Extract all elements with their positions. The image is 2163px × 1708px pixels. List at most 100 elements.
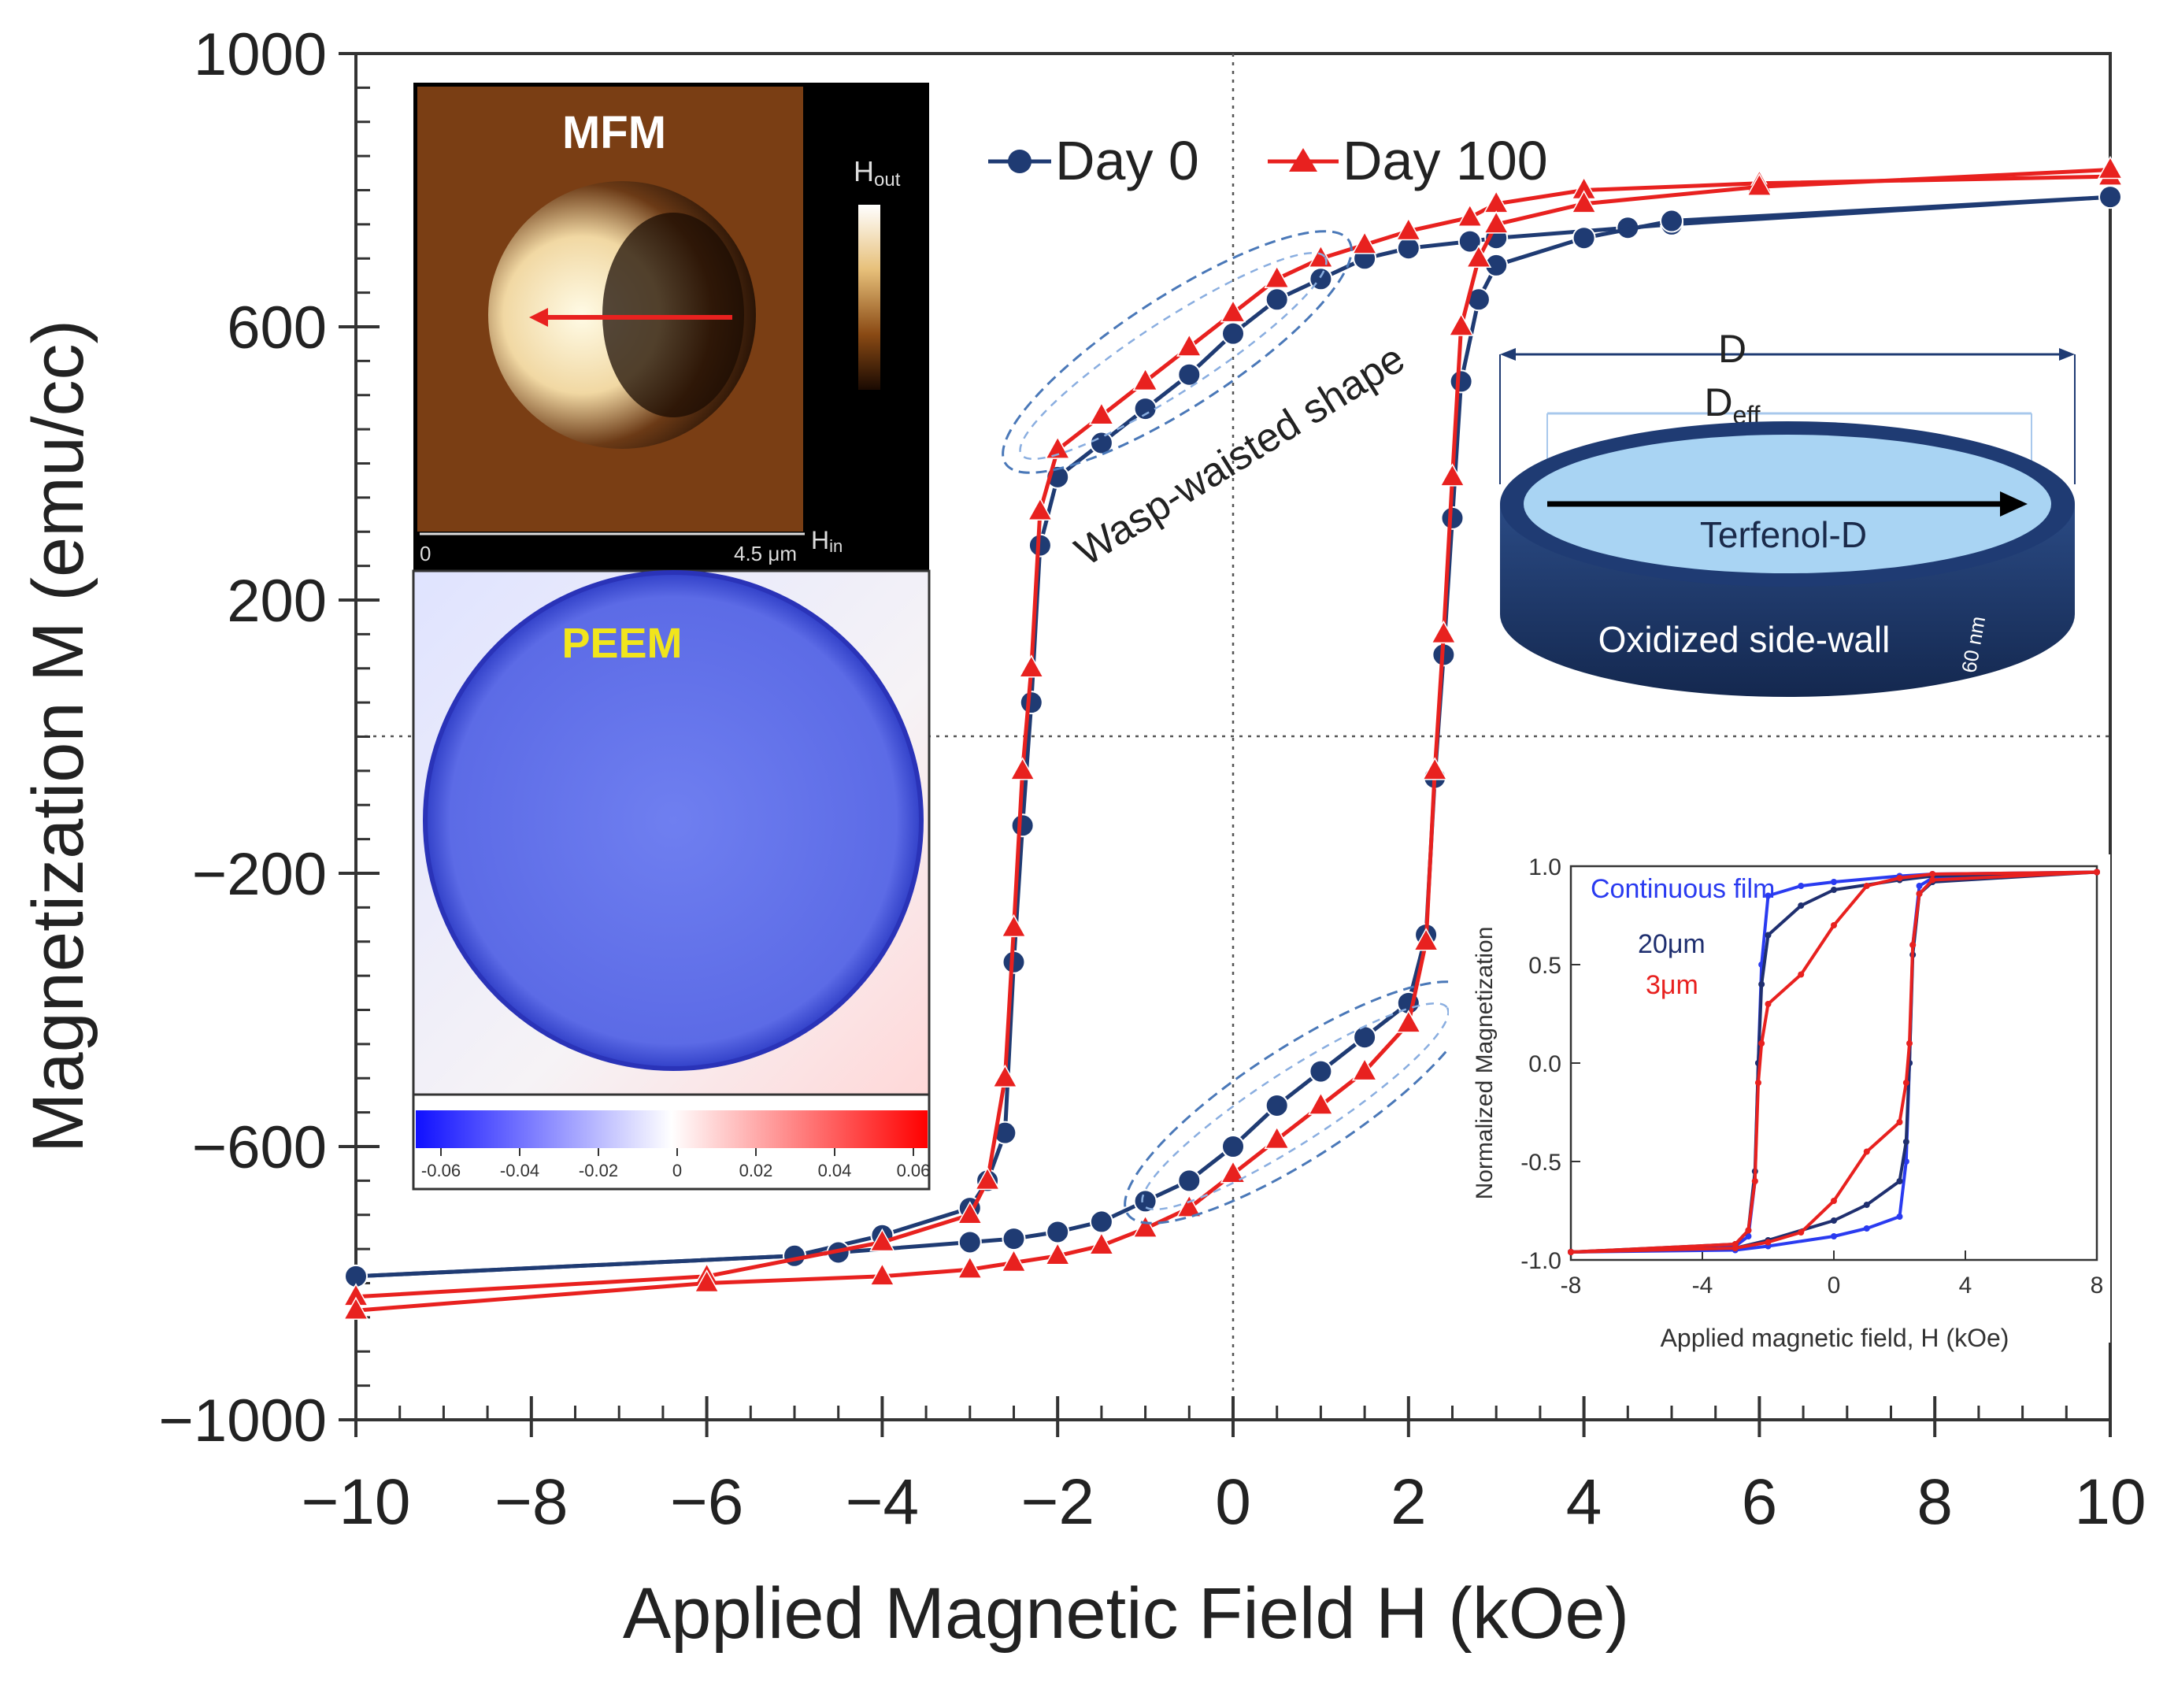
day-0-point	[1221, 1135, 1245, 1158]
legend-day100-marker	[1289, 148, 1317, 172]
peem-tick-label: 0.06	[897, 1161, 931, 1180]
inset-series-2-point	[1929, 876, 1936, 884]
peem-tick-label: -0.06	[421, 1161, 461, 1180]
inset-x-tick-label: -4	[1692, 1273, 1713, 1299]
day-0-point	[1396, 236, 1420, 261]
x-tick-label: −6	[670, 1466, 744, 1538]
day-100-point	[1395, 217, 1422, 241]
inset-series-2-point	[1906, 1040, 1913, 1047]
inset-series-2-point	[1758, 1040, 1765, 1047]
disk-arrow-head	[2000, 491, 2028, 517]
legend-day100-label: Day 100	[1343, 130, 1548, 191]
disk-deff-main: D	[1704, 380, 1732, 424]
day-100-point	[1009, 757, 1035, 780]
peem-tick-label: 0	[672, 1161, 682, 1180]
day-0-point	[2098, 185, 2122, 209]
inset-series-2-point	[1929, 871, 1936, 877]
inset-series-1-point	[1798, 902, 1805, 909]
day-100-point	[869, 1228, 895, 1252]
inset-series-2-point	[1831, 922, 1837, 928]
day-100-point	[2097, 155, 2124, 180]
x-tick-label: −2	[1020, 1466, 1094, 1538]
inset-series-2-point	[1916, 891, 1923, 897]
inset-x-tick-label: -8	[1561, 1273, 1582, 1299]
day-100-point	[992, 1064, 1018, 1087]
day-100-point	[1431, 620, 1457, 644]
inset-series-0-point	[1863, 1225, 1870, 1232]
mfm-scale-end: 4.5 μm	[734, 542, 797, 565]
day-100-point	[1421, 757, 1448, 780]
day-0-point	[1133, 397, 1157, 421]
inset-series-2-point	[1732, 1245, 1739, 1251]
day-0-point	[1010, 813, 1035, 838]
x-tick-label: 4	[1566, 1466, 1602, 1538]
inset-series-0-point	[1916, 883, 1923, 889]
y-tick-label: 200	[227, 568, 327, 635]
normalized-inset-ticks: -8 -4 0 4 8 1.0 0.5 0.0 -0.5 -1.0	[1520, 854, 2103, 1299]
inset-series-2-point	[1909, 942, 1917, 948]
day-100-point	[869, 1262, 895, 1286]
mfm-colorbar	[858, 205, 880, 390]
disk-material-label: Terfenol-D	[1700, 514, 1867, 555]
x-tick-label: 10	[2074, 1466, 2146, 1538]
peem-disk	[423, 570, 924, 1071]
disk-d-arrow-left	[1500, 348, 1516, 361]
legend-day0-marker	[1008, 150, 1031, 173]
inset-series-0-point	[1765, 892, 1772, 899]
day-100-point	[1571, 190, 1597, 213]
day-0-point	[1002, 1227, 1026, 1251]
day-0-point	[1019, 691, 1043, 715]
day-0-point	[1046, 1220, 1070, 1244]
disk-schematic-inset: D Deff Terfenol-D Oxidized side-wall 60 …	[1499, 327, 2076, 697]
inset-series-2-point	[1568, 1249, 1574, 1255]
inset-series-1-point	[1831, 887, 1837, 893]
inset-series-2-point	[2094, 869, 2100, 876]
inset-series-2-point	[1902, 1080, 1909, 1086]
day-0-point	[1177, 362, 1202, 387]
day-0-point	[1089, 431, 1113, 455]
day-100-point	[1132, 1214, 1158, 1238]
day-100-point	[1044, 1242, 1071, 1265]
inset-x-tick-label: 4	[1959, 1273, 1972, 1299]
inset-series-2-point	[1831, 1198, 1837, 1204]
inset-series-1-point	[1902, 1139, 1909, 1145]
day-100-point	[1132, 367, 1158, 391]
x-tick-label: −4	[846, 1466, 920, 1538]
day-0-point	[957, 1230, 982, 1254]
legend-day0-label: Day 0	[1055, 130, 1199, 191]
day-0-point	[1457, 229, 1482, 254]
peem-tick-label: -0.02	[579, 1161, 618, 1180]
day-100-point	[1264, 1125, 1290, 1150]
inset-series-2-point	[1896, 875, 1903, 881]
wasp-ellipse-upper-outer	[1002, 230, 1353, 474]
mfm-hout-main: H	[854, 155, 874, 187]
wasp-ellipse-lower-inner	[1141, 1002, 1450, 1211]
day-0-point	[1265, 1093, 1289, 1117]
day-100-point	[1018, 654, 1045, 678]
day-0-point	[1572, 226, 1596, 250]
inset-x-tick-label: 8	[2091, 1273, 2104, 1299]
inset-series-0-point	[1831, 1233, 1837, 1239]
y-tick-label: −600	[192, 1114, 327, 1181]
day-100-point	[1308, 1091, 1334, 1115]
x-axis-title: Applied Magnetic Field H (kOe)	[623, 1573, 1629, 1654]
day-100-point	[1176, 333, 1202, 357]
normalized-inset-ylabel: Normalized Magnetization	[1472, 927, 1498, 1200]
inset-series-1-point	[1863, 1202, 1870, 1208]
day-100-point	[1044, 435, 1071, 459]
inset-series-2-point	[1896, 1119, 1903, 1125]
inset-series-0-point	[1745, 1233, 1752, 1239]
inset-legend-3um: 3μm	[1646, 970, 1698, 1000]
day-100-point	[1264, 265, 1290, 289]
disk-d-label: D	[1718, 327, 1746, 371]
day-100-point	[694, 1269, 720, 1293]
inset-series-2-point	[1754, 1080, 1761, 1086]
disk-sidewall-label: Oxidized side-wall	[1598, 619, 1891, 660]
day-100-point	[1448, 313, 1474, 336]
inset-legend-continuous: Continuous film	[1591, 874, 1775, 904]
day-0-point	[1133, 1189, 1157, 1213]
day-100-point	[1465, 244, 1492, 268]
mfm-hout-sub: out	[874, 169, 901, 191]
day-100-point	[974, 1166, 1001, 1191]
